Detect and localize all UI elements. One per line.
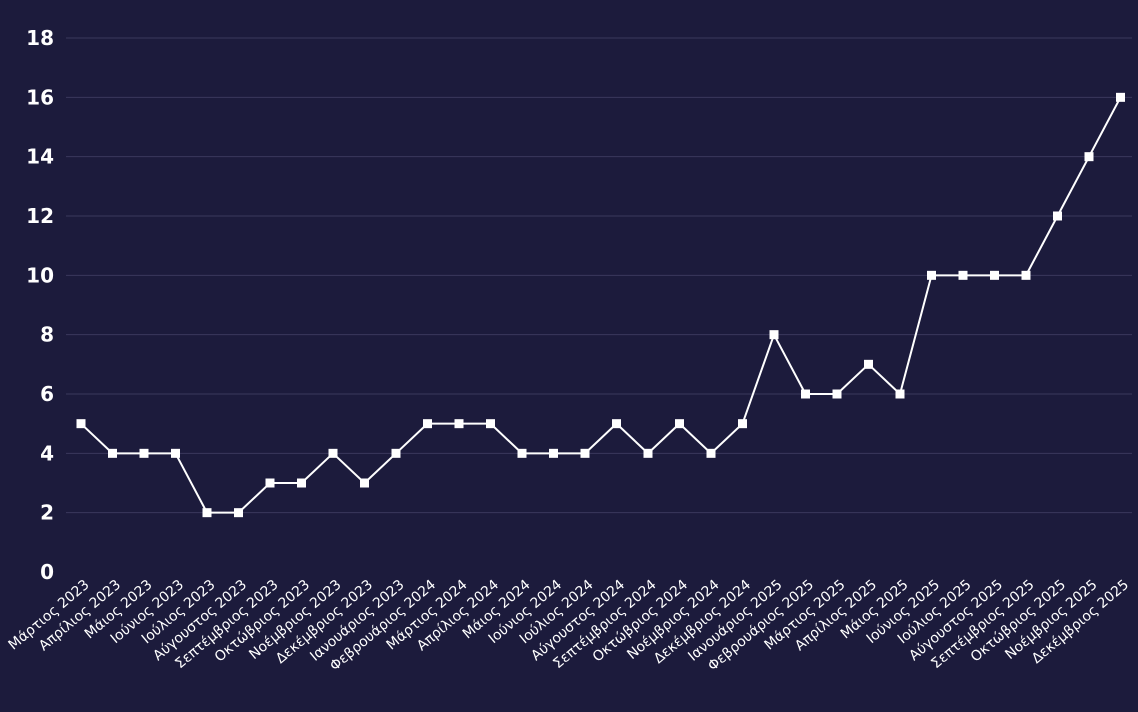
y-tick-label: 2 (40, 501, 54, 525)
data-point (706, 448, 716, 458)
y-axis-ticks: 0 2 4 6 8 10 12 14 16 18 (26, 26, 54, 584)
series-line (80, 96, 1122, 514)
data-point (675, 419, 684, 429)
y-tick-label: 6 (40, 382, 54, 406)
data-point (517, 448, 527, 458)
data-point (643, 448, 653, 458)
data-point (423, 419, 432, 429)
data-point (927, 270, 936, 280)
data-point (202, 508, 212, 518)
data-point (486, 419, 495, 429)
data-point (108, 448, 117, 458)
data-point (1021, 270, 1031, 280)
data-point (234, 508, 243, 518)
data-point (738, 419, 747, 429)
data-point (612, 419, 621, 429)
data-point (549, 448, 558, 458)
data-point (1116, 92, 1125, 102)
data-point (265, 478, 275, 488)
grid (66, 37, 1132, 514)
data-point (958, 270, 968, 280)
data-point (76, 419, 86, 429)
data-point (391, 448, 401, 458)
data-point (297, 478, 306, 488)
y-tick-label: 10 (26, 263, 54, 287)
data-point (895, 389, 905, 399)
data-point (769, 330, 779, 340)
data-point (360, 478, 369, 488)
data-point (1053, 211, 1062, 221)
data-point (328, 448, 338, 458)
y-tick-label: 18 (26, 26, 54, 50)
data-point (990, 270, 999, 280)
data-point (171, 448, 180, 458)
y-tick-label: 14 (26, 145, 54, 169)
data-point (454, 419, 464, 429)
data-point (801, 389, 810, 399)
y-tick-label: 8 (40, 323, 54, 347)
y-tick-label: 4 (40, 441, 54, 465)
data-point (1084, 152, 1094, 162)
y-tick-label: 16 (26, 85, 54, 109)
y-tick-label: 12 (26, 204, 54, 228)
y-tick-label: 0 (40, 560, 54, 584)
data-point (580, 448, 590, 458)
data-point (139, 448, 149, 458)
data-point (864, 359, 873, 369)
data-point (832, 389, 842, 399)
series (76, 92, 1125, 518)
